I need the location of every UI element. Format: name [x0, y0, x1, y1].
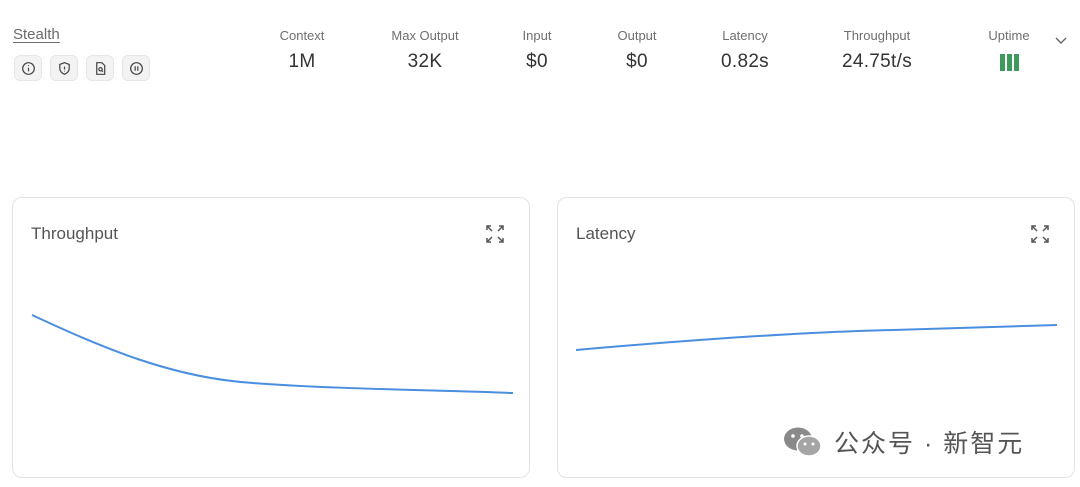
expand-icon[interactable]: [1030, 224, 1050, 244]
throughput-chart-card: Throughput: [12, 197, 530, 478]
shield-icon: [58, 61, 70, 75]
stat-max-output-label: Max Output: [391, 28, 459, 43]
stat-throughput-value: 24.75t/s: [841, 51, 912, 72]
stat-latency-label: Latency: [722, 28, 768, 43]
stat-throughput: Throughput 24.75t/s: [832, 28, 922, 73]
throughput-chart-title: Throughput: [31, 224, 118, 243]
latency-chart-title: Latency: [576, 224, 636, 243]
document-search-button[interactable]: [86, 55, 114, 81]
uptime-bar: [1006, 54, 1012, 71]
provider-name-link[interactable]: Stealth: [13, 26, 60, 43]
stat-uptime: Uptime: [980, 28, 1038, 71]
watermark-text: 公众号 · 新智元: [834, 430, 1025, 458]
chevron-down-icon[interactable]: [1053, 32, 1069, 48]
stat-uptime-label: Uptime: [988, 28, 1030, 43]
stat-throughput-label: Throughput: [843, 28, 911, 43]
expand-icon[interactable]: [485, 224, 505, 244]
stat-max-output: Max Output 32K: [380, 28, 470, 73]
stat-latency-value: 0.82s: [721, 51, 769, 72]
uptime-bar: [1013, 54, 1019, 71]
pause-icon: [129, 61, 143, 75]
stat-input: Input $0: [509, 28, 565, 73]
latency-series-line: [575, 324, 1058, 351]
info-button[interactable]: [14, 55, 42, 81]
stat-max-output-value: 32K: [407, 51, 443, 72]
info-icon: [21, 61, 35, 75]
stat-context: Context 1M: [266, 28, 338, 73]
stat-context-value: 1M: [288, 51, 316, 72]
uptime-bars[interactable]: [980, 54, 1038, 71]
throughput-series-line: [31, 314, 514, 394]
stat-output: Output $0: [605, 28, 669, 73]
pause-button[interactable]: [122, 55, 150, 81]
document-search-icon: [95, 61, 105, 75]
stat-input-label: Input: [522, 28, 552, 43]
stat-context-label: Context: [279, 28, 325, 43]
stat-output-label: Output: [617, 28, 657, 43]
latency-plot: [575, 324, 1058, 351]
stat-latency: Latency 0.82s: [710, 28, 780, 73]
wechat-logo-icon: [784, 427, 822, 457]
shield-button[interactable]: [50, 55, 78, 81]
stat-input-value: $0: [526, 51, 548, 72]
watermark: 公众号 · 新智元: [782, 424, 1024, 460]
throughput-plot: [31, 314, 514, 394]
latency-chart-card: Latency: [557, 197, 1075, 478]
uptime-bar: [999, 54, 1005, 71]
stat-output-value: $0: [626, 51, 648, 72]
provider-icon-row: [14, 55, 150, 81]
